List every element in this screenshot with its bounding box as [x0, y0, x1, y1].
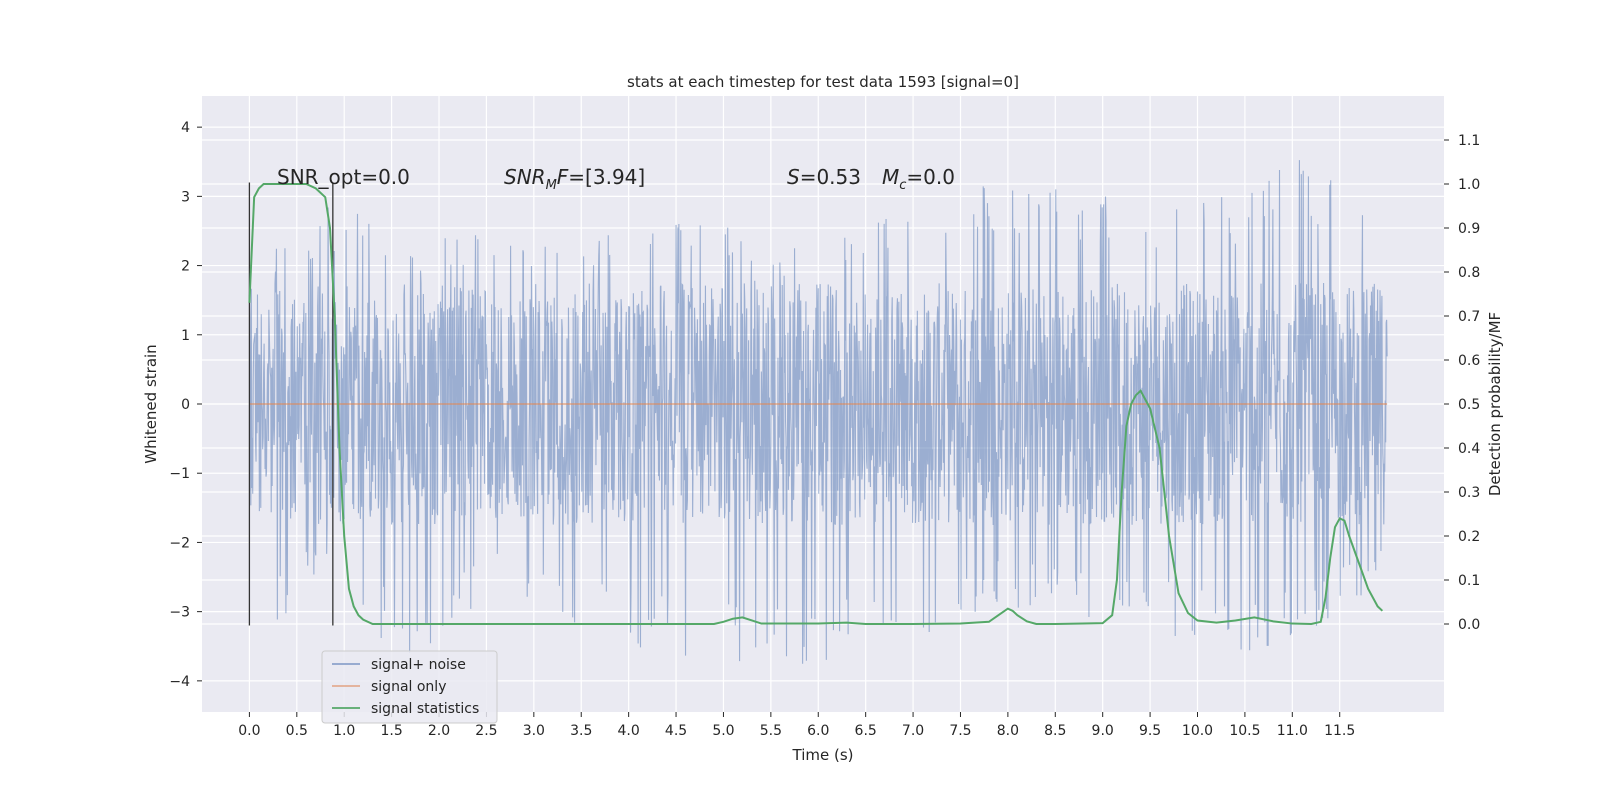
x-tick-label-3: 1.5 — [380, 723, 402, 739]
snr-mf-symbol-f: F — [557, 165, 569, 189]
x-tick-label-9: 4.5 — [665, 723, 687, 739]
y2-tick-label-9: 0.9 — [1458, 221, 1480, 237]
x-tick-label-20: 10.0 — [1182, 723, 1213, 739]
vertical-markers — [248, 182, 334, 626]
y2-tick-label-7: 0.7 — [1458, 309, 1480, 325]
s-symbol: S — [787, 165, 800, 189]
legend: signal+ noise signal only signal statist… — [321, 650, 498, 724]
snr-mf-symbol: SNR — [504, 165, 546, 189]
legend-label-signal-noise: signal+ noise — [371, 657, 466, 673]
x-tick-label-12: 6.0 — [807, 723, 829, 739]
annotation-mc: Mc=0.0 — [882, 165, 955, 193]
x-tick-label-11: 5.5 — [760, 723, 782, 739]
x-tick-label-5: 2.5 — [475, 723, 497, 739]
x-axis-ticks: 0.0 0.5 1.0 1.5 2.0 2.5 3.0 3.5 4.0 4.5 5.0 5.5 6.0 6… — [238, 712, 1355, 739]
y-tick-label-6: 2 — [181, 259, 190, 275]
y-tick-label-0: −4 — [169, 674, 190, 690]
y2-tick-label-5: 0.5 — [1458, 397, 1480, 413]
x-tick-label-1: 0.5 — [286, 723, 308, 739]
x-tick-label-21: 10.5 — [1229, 723, 1260, 739]
x-tick-label-14: 7.0 — [902, 723, 924, 739]
snr-mf-subscript: M — [546, 178, 557, 193]
legend-label-signal-statistics: signal statistics — [371, 701, 479, 717]
x-tick-label-8: 4.0 — [618, 723, 640, 739]
y2-tick-label-3: 0.3 — [1458, 485, 1480, 501]
legend-box — [321, 650, 498, 724]
y2-axis-label: Detection probability/MF — [1486, 312, 1504, 496]
mc-subscript: c — [899, 178, 906, 193]
y-tick-label-5: 1 — [181, 328, 190, 344]
y2-tick-label-1: 0.1 — [1458, 573, 1480, 589]
y-tick-label-3: −1 — [169, 466, 190, 482]
snr-mf-value: =[3.94] — [568, 165, 645, 189]
y2-tick-label-4: 0.4 — [1458, 441, 1480, 457]
annotation-snr-mf: SNRMF=[3.94] — [504, 165, 645, 193]
x-tick-label-6: 3.0 — [523, 723, 545, 739]
x-axis-label: Time (s) — [792, 746, 854, 764]
y2-tick-label-0: 0.0 — [1458, 617, 1480, 633]
x-tick-label-22: 11.0 — [1277, 723, 1308, 739]
x-tick-label-23: 11.5 — [1324, 723, 1355, 739]
x-tick-label-13: 6.5 — [855, 723, 877, 739]
annotation-s: S=0.53 — [787, 165, 861, 189]
annotation-snr-opt: SNR_opt=0.0 — [277, 165, 410, 189]
y-tick-label-1: −3 — [169, 605, 190, 621]
x-tick-label-19: 9.5 — [1139, 723, 1161, 739]
y-tick-label-2: −2 — [169, 535, 190, 551]
y2-tick-label-8: 0.8 — [1458, 265, 1480, 281]
y2-axis-ticks: 0.0 0.1 0.2 0.3 0.4 0.5 0.6 0.7 0.8 0.9 1.0 1.1 — [1444, 133, 1480, 633]
signal-noise-line — [248, 160, 1388, 664]
s-value: =0.53 — [800, 165, 861, 189]
y2-tick-label-2: 0.2 — [1458, 529, 1480, 545]
y2-tick-label-10: 1.0 — [1458, 177, 1480, 193]
x-tick-label-4: 2.0 — [428, 723, 450, 739]
y-tick-label-8: 4 — [181, 120, 190, 136]
legend-label-signal-only: signal only — [371, 679, 446, 695]
x-tick-label-2: 1.0 — [333, 723, 355, 739]
signal-statistics-line — [248, 183, 1384, 626]
x-tick-label-15: 7.5 — [949, 723, 971, 739]
x-tick-label-0: 0.0 — [238, 723, 260, 739]
y-tick-label-4: 0 — [181, 397, 190, 413]
signal-statistics-series — [248, 183, 1384, 626]
x-tick-label-7: 3.5 — [570, 723, 592, 739]
y2-tick-label-11: 1.1 — [1458, 133, 1480, 149]
mc-symbol: M — [882, 165, 899, 189]
chart-title: stats at each timestep for test data 159… — [627, 73, 1019, 91]
y-axis-label: Whitened strain — [142, 344, 160, 463]
y-axis-ticks: −4 −3 −2 −1 0 1 2 3 4 — [169, 120, 202, 690]
x-tick-label-16: 8.0 — [997, 723, 1019, 739]
x-tick-label-17: 8.5 — [1044, 723, 1066, 739]
x-tick-label-10: 5.0 — [712, 723, 734, 739]
y-tick-label-7: 3 — [181, 189, 190, 205]
signal-noise-series — [248, 160, 1388, 664]
x-tick-label-18: 9.0 — [1092, 723, 1114, 739]
mc-value: =0.0 — [906, 165, 955, 189]
y2-tick-label-6: 0.6 — [1458, 353, 1480, 369]
